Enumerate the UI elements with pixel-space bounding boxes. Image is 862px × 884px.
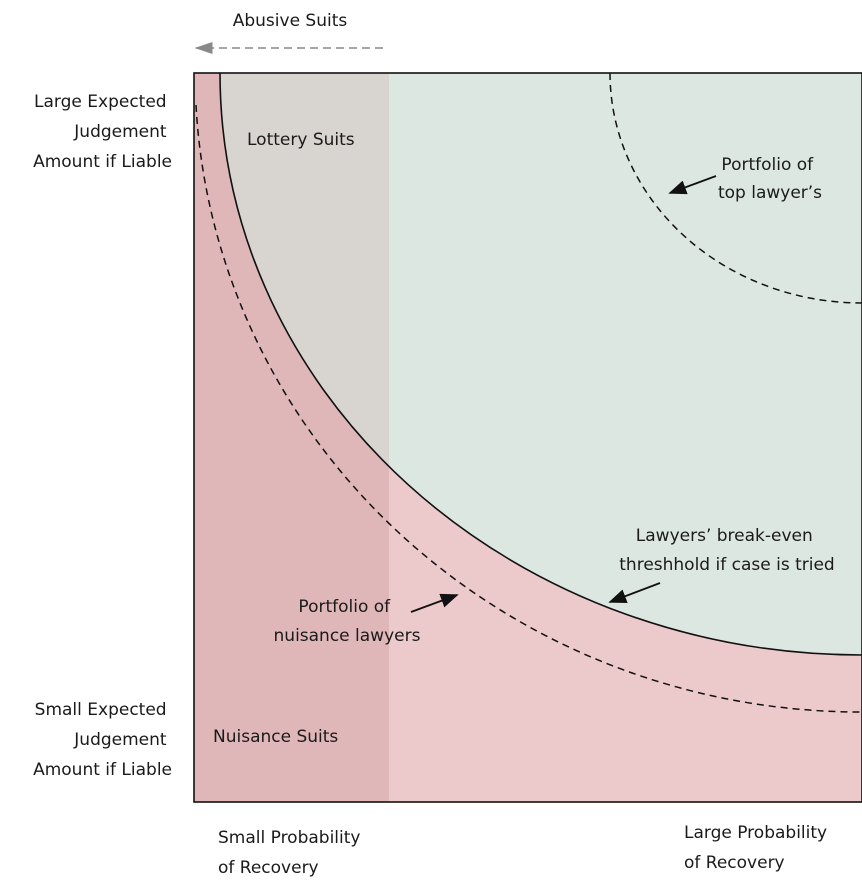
line: Portfolio of — [298, 597, 391, 617]
top-lawyer-curve — [609, 72, 862, 304]
line: top lawyer’s — [718, 183, 822, 203]
line: Portfolio of — [721, 155, 814, 175]
line: Amount if Liable — [33, 152, 172, 172]
line: Small Probability — [218, 828, 360, 848]
nuisance-curve — [195, 104, 862, 713]
abusive-label: Abusive Suits — [233, 11, 348, 31]
arrow — [668, 175, 717, 195]
nuisance-label: Nuisance Suits — [213, 727, 338, 747]
frame — [193, 72, 862, 803]
lottery-label: Lottery Suits — [247, 130, 355, 150]
y-bottom-label: Small Expected Judgement Amount if Liabl… — [33, 700, 172, 780]
break-even-label: Lawyers’ break-even threshhold if case i… — [619, 526, 834, 575]
y-top-label: Large Expected Judgement Amount if Liabl… — [33, 92, 172, 172]
arrow — [410, 593, 459, 613]
line: Large Expected — [34, 92, 167, 112]
line: Amount if Liable — [33, 760, 172, 780]
line: Judgement — [73, 122, 167, 142]
line: Lawyers’ break-even — [636, 526, 813, 546]
arrow — [608, 582, 661, 603]
x-left-label: Small Probability of Recovery — [218, 828, 366, 878]
top-lawyer-label: Portfolio of top lawyer’s — [718, 155, 822, 203]
line: Small Expected — [35, 700, 167, 720]
line: of Recovery — [218, 858, 319, 878]
break-even-curve — [219, 72, 862, 656]
x-right-label: Large Probability of Recovery — [684, 823, 833, 873]
line: of Recovery — [684, 853, 785, 873]
line: Judgement — [73, 730, 167, 750]
line: threshhold if case is tried — [619, 555, 834, 575]
line: nuisance lawyers — [274, 626, 421, 646]
line: Large Probability — [684, 823, 827, 843]
nuisance-lawyers-label: Portfolio of nuisance lawyers — [274, 597, 421, 646]
